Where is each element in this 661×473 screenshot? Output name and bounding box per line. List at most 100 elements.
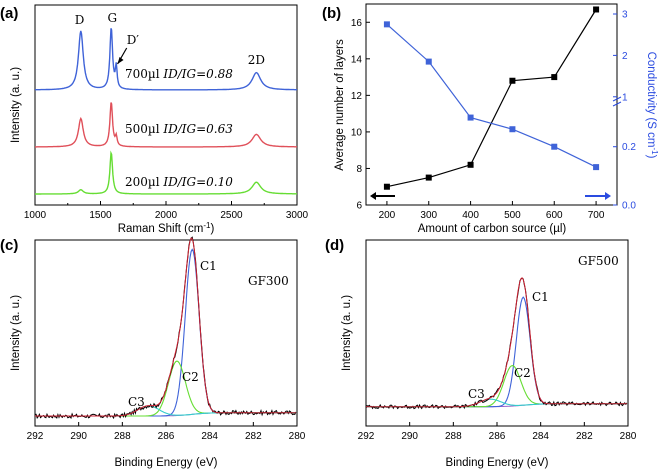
panel-b-xlabel: Amount of carbon source (µl) — [418, 223, 567, 235]
b-ytick-label-3: 12 — [351, 91, 363, 102]
panel-d: (d) C1 C2 C3 292 290 288 286 284 282 280 Binding … — [325, 237, 637, 469]
panel-c-label: (c) — [0, 237, 18, 254]
b-ytick-label-4: 14 — [351, 54, 363, 65]
b-point-0-1 — [425, 174, 432, 181]
peak-label-Dprime: D′ — [127, 33, 140, 47]
peak-label-G: G — [107, 11, 117, 25]
b-point-1-3 — [509, 126, 516, 133]
raman-series-2 — [35, 150, 297, 195]
c-content-xtick-label-0: 292 — [27, 431, 44, 442]
d-content-xtick-label-3: 286 — [489, 431, 506, 442]
b-xtick-label-5: 700 — [588, 210, 605, 221]
panel-c-sample: GF300 — [248, 274, 289, 288]
ratio-value: ID/IG=0.88 — [162, 67, 233, 81]
b-point-1-5 — [593, 164, 600, 171]
panel-d-xlabel: Binding Energy (eV) — [446, 457, 549, 469]
b-point-1-2 — [467, 114, 474, 121]
d-content-raw-data — [365, 277, 628, 410]
d-content-xtick-label-2: 288 — [445, 431, 462, 442]
c-content-xtick-label-1: 290 — [70, 431, 87, 442]
d-content-fit-envelope — [366, 277, 627, 408]
d-content-label-C2: C2 — [514, 366, 531, 380]
c-content-fit-envelope — [35, 237, 296, 417]
c-content-label-C1: C1 — [200, 259, 217, 273]
panel-c-xlabel: Binding Energy (eV) — [115, 457, 218, 469]
d-content-xtick-label-1: 290 — [401, 431, 418, 442]
peak-label-2D: 2D — [248, 53, 265, 67]
b-point-1-0 — [383, 21, 390, 28]
b-break-mark — [612, 101, 622, 107]
b-right-axis-arrowhead — [605, 192, 611, 200]
b-point-0-3 — [509, 77, 516, 84]
d-content-label-C3: C3 — [468, 387, 485, 401]
c-content-xtick-label-2: 288 — [114, 431, 131, 442]
d-content-label-C1: C1 — [532, 290, 549, 304]
b-xtick-label-0: 200 — [379, 210, 396, 221]
b-ytick-label-2: 10 — [351, 127, 363, 138]
panel-b-frame — [365, 3, 618, 206]
b-ytick-label-5: 16 — [351, 18, 363, 29]
ratio-value: ID/IG=0.10 — [162, 175, 233, 189]
d-content-xtick-label-0: 292 — [358, 431, 375, 442]
b-y2tick-label-4: 3 — [622, 10, 628, 21]
ratio-label-0: 700µl ID/IG=0.88 — [125, 67, 233, 81]
c-content-xtick-label-6: 280 — [289, 431, 306, 442]
ratio-label-2: 200µl ID/IG=0.10 — [125, 175, 233, 189]
b-y2tick-label-1: 0.2 — [622, 142, 636, 153]
c-content-xtick-label-3: 286 — [158, 431, 175, 442]
b-ytick-label-0: 6 — [356, 201, 362, 212]
panel-a-label: (a) — [0, 5, 18, 22]
b-y2tick-label-0: 0.0 — [622, 201, 636, 212]
c-content-label-C3: C3 — [128, 395, 145, 409]
panel-d-sample: GF500 — [578, 254, 619, 268]
ratio-volume: 500µl — [125, 122, 163, 136]
panel-d-label: (d) — [325, 237, 344, 254]
d-content-component-C1 — [366, 296, 627, 408]
d-content-xtick-label-5: 282 — [576, 431, 593, 442]
b-point-0-0 — [383, 183, 390, 190]
panel-d-ylabel: Intensity (a. u.) — [341, 295, 353, 371]
b-y2tick-label-2: 1 — [622, 92, 628, 103]
panel-c: (c) C1 C2 C3 292 290 288 286 284 282 280 Binding … — [0, 236, 306, 469]
panel-a-xlabel: Raman Shift (cm-1) — [118, 221, 215, 235]
b-point-0-4 — [551, 74, 558, 81]
b-point-1-4 — [551, 143, 558, 150]
ratio-label-1: 500µl ID/IG=0.63 — [125, 122, 233, 136]
ratio-volume: 700µl — [125, 67, 163, 81]
panel-b-y2label: Conductivity (S cm-1) — [645, 52, 659, 159]
c-content-component-C2 — [35, 360, 296, 417]
b-series-line-1 — [386, 23, 597, 168]
c-content-label-C2: C2 — [182, 370, 199, 384]
panel-b-ylabel: Average number of layers — [334, 39, 346, 171]
raman-series-0 — [35, 28, 297, 91]
c-content-xtick-label-4: 284 — [201, 431, 218, 442]
b-left-axis-arrowhead — [370, 192, 376, 200]
b-xtick-label-4: 600 — [546, 210, 563, 221]
d-content-xtick-label-4: 284 — [532, 431, 549, 442]
raman-series-1 — [35, 102, 297, 148]
b-point-0-2 — [467, 161, 474, 168]
dprime-arrowhead — [117, 57, 124, 64]
b-y2tick-label-3: 2 — [622, 51, 628, 62]
panel-a: (a) 1000 1500 2000 2500 3000 Raman Shift (cm… — [0, 4, 309, 235]
a-xtick-label-0: 1000 — [24, 210, 47, 221]
b-break-mark — [612, 96, 622, 102]
panel-c-ylabel: Intensity (a. u.) — [10, 295, 22, 371]
panel-c-frame — [34, 239, 298, 427]
a-xtick-label-4: 3000 — [286, 210, 309, 221]
c-content-component-C3 — [35, 405, 296, 417]
c-content-xtick-label-5: 282 — [245, 431, 262, 442]
b-point-0-5 — [593, 6, 600, 13]
b-point-1-1 — [425, 58, 432, 65]
peak-label-D: D — [75, 13, 85, 27]
a-xtick-label-2: 2000 — [155, 210, 178, 221]
a-xtick-label-3: 2500 — [220, 210, 243, 221]
ratio-volume: 200µl — [125, 175, 163, 189]
panel-a-ylabel: Intensity (a. u.) — [10, 67, 22, 143]
a-xtick-label-1: 1500 — [89, 210, 112, 221]
panel-b: (b) 200 300 400 500 600 70068101214160.00.212… — [322, 3, 659, 235]
b-series-line-0 — [386, 9, 597, 188]
d-content-xtick-label-6: 280 — [620, 431, 637, 442]
b-xtick-label-1: 300 — [420, 210, 437, 221]
